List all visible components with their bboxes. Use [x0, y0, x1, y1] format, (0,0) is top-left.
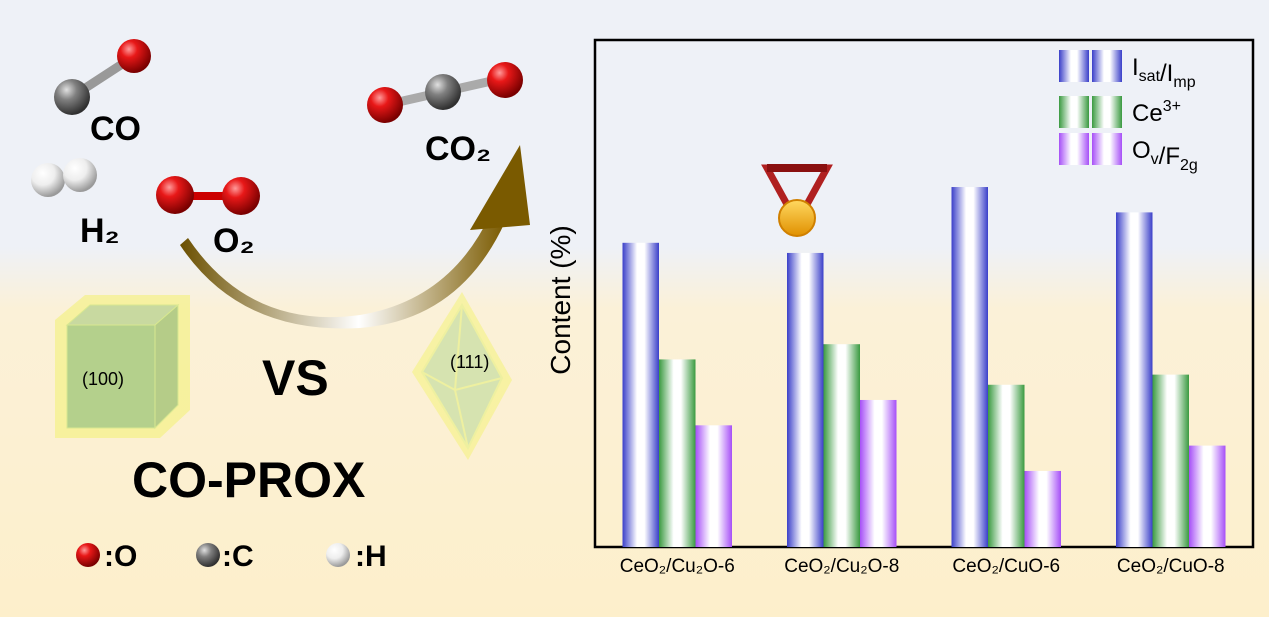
- cube-facet-100-icon: [55, 295, 190, 438]
- h2-label: H₂: [80, 212, 120, 250]
- o2-label: O₂: [213, 222, 255, 260]
- h2-molecule-icon: [31, 158, 97, 197]
- octahedron-facet-111-icon: [412, 292, 512, 460]
- o2-molecule-icon: [156, 176, 260, 215]
- bar-2-3: [988, 384, 1025, 547]
- reaction-arrow-icon: [180, 145, 530, 329]
- legend-swatch: [1092, 133, 1122, 165]
- legend-swatch: [1059, 50, 1089, 82]
- reaction-label: CO-PROX: [132, 452, 365, 508]
- y-axis-label: Content (%): [545, 225, 576, 374]
- x-tick-label: CeO₂/Cu₂O-6: [620, 556, 735, 577]
- atom-legend-o: :O: [104, 540, 137, 573]
- bar-2-2: [823, 344, 860, 547]
- legend-label: Ov/F2g: [1132, 137, 1198, 174]
- legend-swatch: [1092, 50, 1122, 82]
- legend-label: Isat/Imp: [1132, 54, 1196, 91]
- atom-legend: :O :C :H: [76, 540, 387, 573]
- co2-molecule-icon: [367, 62, 523, 123]
- bar-1-1: [622, 242, 659, 548]
- legend-swatch: [1059, 96, 1089, 128]
- co-label: CO: [90, 110, 141, 148]
- legend: Isat/Imp Ce3+ Ov/F2g: [1059, 50, 1198, 174]
- facet-111-label: (111): [450, 352, 489, 372]
- carbon-atom-icon: [196, 543, 220, 567]
- bar-1-4: [1116, 212, 1153, 547]
- oxygen-atom-icon: [76, 543, 100, 567]
- bar-3-1: [695, 425, 732, 547]
- legend-swatch: [1059, 133, 1089, 165]
- bar-3-3: [1024, 470, 1061, 547]
- co2-label: CO₂: [425, 130, 491, 168]
- facet-100-label: (100): [82, 369, 124, 389]
- atom-legend-h: :H: [355, 540, 387, 573]
- plot-frame: [593, 38, 1255, 549]
- bar-3-2: [860, 399, 897, 547]
- x-tick-label: CeO₂/Cu₂O-8: [784, 556, 899, 577]
- legend-label: Ce3+: [1132, 98, 1181, 127]
- vs-label: VS: [262, 350, 329, 406]
- bar-2-1: [659, 359, 696, 547]
- medal-icon: [761, 164, 833, 237]
- atom-legend-c: :C: [222, 540, 254, 573]
- co-molecule-icon: [54, 39, 151, 115]
- legend-swatch: [1092, 96, 1122, 128]
- bar-1-2: [787, 252, 824, 547]
- hydrogen-atom-icon: [326, 543, 350, 567]
- bar-chart: Content (%) CeO₂/Cu₂O-6 CeO₂/Cu₂O-8 CeO₂/C…: [545, 38, 1255, 577]
- x-tick-label: CeO₂/CuO-6: [952, 556, 1060, 577]
- x-tick-label: CeO₂/CuO-8: [1117, 556, 1225, 577]
- bar-1-3: [951, 187, 988, 547]
- bar-3-4: [1189, 445, 1226, 547]
- bar-2-4: [1152, 374, 1189, 547]
